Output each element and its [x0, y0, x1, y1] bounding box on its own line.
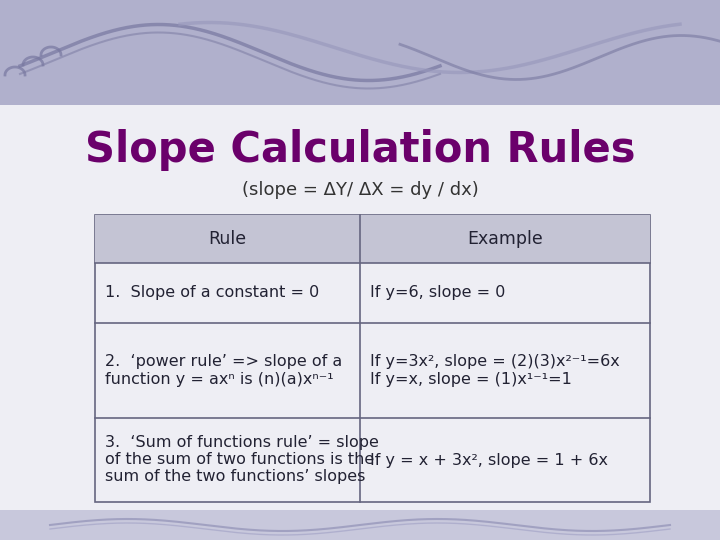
Text: If y=3x², slope = (2)(3)x²⁻¹=6x: If y=3x², slope = (2)(3)x²⁻¹=6x	[370, 354, 620, 369]
Text: sum of the two functions’ slopes: sum of the two functions’ slopes	[105, 469, 365, 484]
Text: If y = x + 3x², slope = 1 + 6x: If y = x + 3x², slope = 1 + 6x	[370, 453, 608, 468]
Text: (slope = ΔY/ ΔX = dy / dx): (slope = ΔY/ ΔX = dy / dx)	[242, 181, 478, 199]
Text: function y = axⁿ is (n)(a)xⁿ⁻¹: function y = axⁿ is (n)(a)xⁿ⁻¹	[105, 372, 333, 387]
Text: If y=6, slope = 0: If y=6, slope = 0	[370, 286, 505, 300]
FancyBboxPatch shape	[95, 215, 650, 502]
Text: If y=x, slope = (1)x¹⁻¹=1: If y=x, slope = (1)x¹⁻¹=1	[370, 372, 572, 387]
Text: Rule: Rule	[208, 230, 246, 248]
Text: 2.  ‘power rule’ => slope of a: 2. ‘power rule’ => slope of a	[105, 354, 342, 369]
Text: 3.  ‘Sum of functions rule’ = slope: 3. ‘Sum of functions rule’ = slope	[105, 435, 379, 450]
FancyBboxPatch shape	[0, 0, 720, 105]
FancyBboxPatch shape	[95, 215, 650, 263]
Text: of the sum of two functions is the: of the sum of two functions is the	[105, 453, 374, 468]
FancyBboxPatch shape	[0, 510, 720, 540]
Text: 1.  Slope of a constant = 0: 1. Slope of a constant = 0	[105, 286, 319, 300]
Text: Slope Calculation Rules: Slope Calculation Rules	[85, 129, 635, 171]
Text: Example: Example	[467, 230, 543, 248]
